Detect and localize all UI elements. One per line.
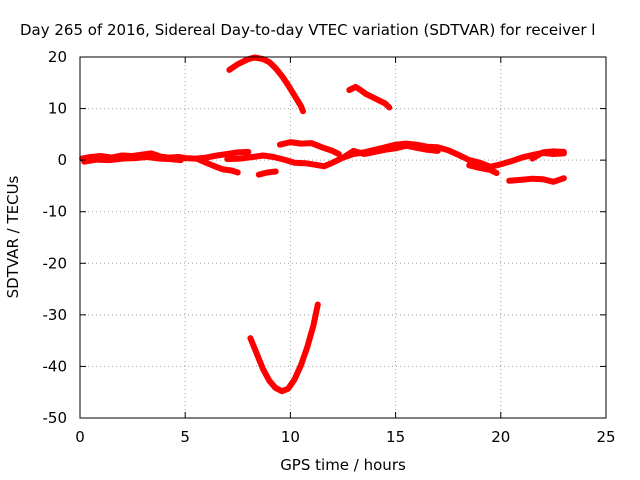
series-line [529, 148, 567, 162]
plot-frame [79, 56, 607, 419]
y-tick-label: 0 [57, 151, 67, 169]
series-line [226, 54, 306, 115]
series-line [276, 139, 342, 157]
y-tick-label: -50 [43, 409, 68, 427]
x-tick-label: 5 [180, 428, 190, 446]
data-series [79, 54, 567, 395]
y-axis-label: SDTVAR / TECUs [4, 175, 22, 298]
y-tick-label: -10 [43, 203, 68, 221]
x-tick-label: 25 [596, 428, 615, 446]
series-line [255, 168, 279, 178]
series-line [81, 154, 184, 165]
grid [80, 57, 606, 418]
series-line [247, 301, 321, 395]
x-axis-label: GPS time / hours [280, 456, 406, 474]
y-tick-label: 10 [48, 100, 67, 118]
series-line [346, 83, 393, 111]
x-tick-label: 20 [491, 428, 510, 446]
y-tick-label: -40 [43, 357, 68, 375]
x-tick-label: 0 [75, 428, 85, 446]
y-tick-label: -30 [43, 306, 68, 324]
series-line [224, 140, 567, 170]
series-line [194, 156, 241, 176]
axis-ticks: 0 5 10 15 20 25 -50 -40 -30 -20 -10 0 10 20 [43, 48, 616, 446]
y-tick-label: -20 [43, 254, 68, 272]
series-line [340, 142, 441, 161]
x-tick-label: 15 [386, 428, 405, 446]
series-line [506, 175, 567, 185]
x-tick-label: 10 [281, 428, 300, 446]
chart-title: Day 265 of 2016, Sidereal Day-to-day VTE… [20, 21, 595, 39]
y-tick-label: 20 [48, 48, 67, 66]
series-line [466, 162, 500, 176]
